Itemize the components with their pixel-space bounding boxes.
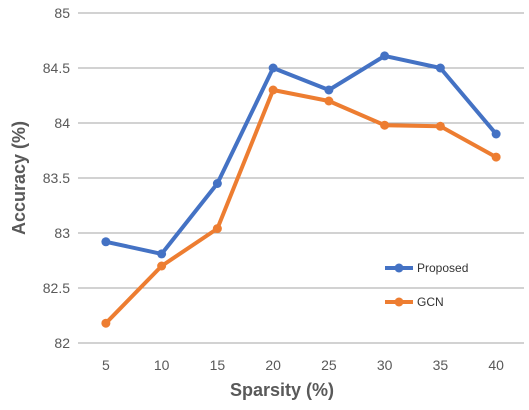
- legend-item: GCN: [385, 295, 444, 309]
- y-tick-label: 84: [54, 115, 70, 131]
- data-point: [324, 85, 334, 95]
- series-line: [103, 53, 499, 256]
- y-tick-label: 84.5: [43, 60, 70, 76]
- y-tick-label: 83.5: [43, 170, 70, 186]
- data-point: [101, 318, 111, 328]
- x-tick-label: 35: [433, 357, 449, 373]
- series-proposed: [101, 51, 501, 259]
- data-point: [324, 96, 334, 106]
- y-axis-ticks: 82 82.5 83 83.5 84 84.5 85: [43, 5, 70, 351]
- data-point: [491, 129, 501, 139]
- x-tick-label: 30: [377, 357, 393, 373]
- series-gcn: [101, 85, 501, 328]
- data-point: [157, 261, 167, 271]
- series-lines: [101, 51, 501, 328]
- data-point: [380, 120, 390, 130]
- data-point: [491, 152, 501, 162]
- data-point: [268, 85, 278, 95]
- legend-item: Proposed: [385, 261, 468, 275]
- legend: Proposed GCN: [385, 261, 468, 309]
- x-tick-label: 15: [210, 357, 226, 373]
- y-tick-label: 82.5: [43, 280, 70, 296]
- x-axis-title: Sparsity (%): [230, 380, 334, 400]
- data-point: [435, 63, 445, 73]
- y-tick-label: 82: [54, 335, 70, 351]
- y-tick-label: 83: [54, 225, 70, 241]
- gridlines: [78, 12, 524, 344]
- x-tick-label: 10: [154, 357, 170, 373]
- data-point: [212, 179, 222, 188]
- y-axis-title: Accuracy (%): [9, 121, 29, 235]
- x-axis-ticks: 5 10 15 20 25 30 35 40: [102, 357, 504, 373]
- legend-label: Proposed: [417, 261, 468, 275]
- data-point: [157, 249, 167, 259]
- x-tick-label: 20: [265, 357, 281, 373]
- x-tick-label: 25: [321, 357, 337, 373]
- x-tick-label: 5: [102, 357, 110, 373]
- x-tick-label: 40: [488, 357, 504, 373]
- data-point: [380, 51, 390, 61]
- data-point: [101, 237, 111, 247]
- series-line: [103, 88, 499, 326]
- legend-marker: [394, 263, 404, 273]
- legend-marker: [394, 297, 404, 307]
- data-point: [268, 63, 278, 73]
- data-point: [435, 121, 445, 131]
- legend-label: GCN: [417, 295, 444, 309]
- y-tick-label: 85: [54, 5, 70, 21]
- data-point: [212, 224, 222, 234]
